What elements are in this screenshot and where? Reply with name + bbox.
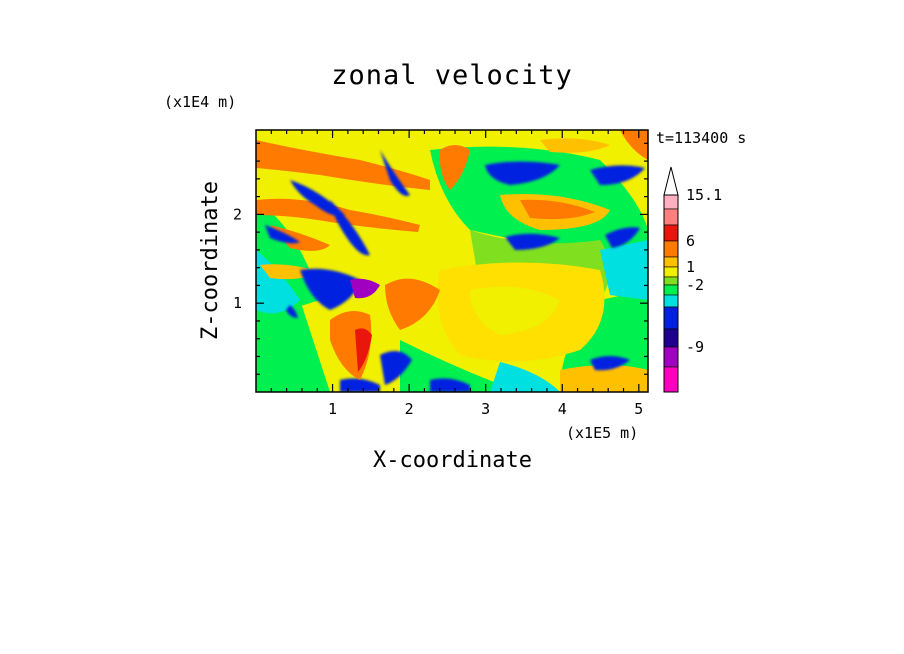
x-tick-label: 5 (634, 400, 643, 418)
colorbar-label: 15.1 (686, 186, 722, 204)
contour-field (256, 130, 648, 392)
colorbar-label: 6 (686, 232, 695, 250)
y-axis-multiplier: (x1E4 m) (164, 93, 237, 111)
x-tick-label: 2 (405, 400, 414, 418)
tick-labels: 1 2 3 4 5 1 2 (233, 205, 643, 418)
colorbar-segment (663, 240, 679, 258)
colorbar-overflow-arrow (663, 166, 679, 196)
y-tick-label: 2 (233, 205, 242, 223)
colorbar-label: -2 (686, 276, 704, 294)
colorbar-segment (663, 224, 679, 242)
colorbar-segment (663, 294, 679, 308)
colorbar-segment (663, 306, 679, 330)
colorbar-segment (663, 346, 679, 368)
chart-title: zonal velocity (331, 60, 573, 91)
colorbar-outline (663, 194, 679, 393)
x-tick-label: 4 (558, 400, 567, 418)
plot-frame (255, 129, 649, 393)
colorbar-segment (663, 194, 679, 210)
colorbar-segment (663, 328, 679, 348)
colorbar-segment (663, 276, 679, 286)
colorbar-segment (663, 208, 679, 226)
colorbar-segment (663, 284, 679, 296)
colorbar-label: 1 (686, 258, 695, 276)
colorbar-labels: 15.1 6 1-2 -9 (686, 186, 722, 356)
x-axis-multiplier: (x1E5 m) (566, 424, 639, 442)
time-label: t=113400 s (656, 129, 747, 147)
colorbar-segment (663, 266, 679, 278)
colorbar-segment (663, 366, 679, 393)
axis-ticks (256, 130, 648, 392)
colorbar-segment (663, 256, 679, 268)
x-axis-label: X-coordinate (373, 448, 532, 473)
colorbar-label: -9 (686, 338, 704, 356)
x-tick-label: 1 (328, 400, 337, 418)
x-tick-label: 3 (481, 400, 490, 418)
colorbar (663, 166, 679, 393)
y-tick-label: 1 (233, 294, 242, 312)
